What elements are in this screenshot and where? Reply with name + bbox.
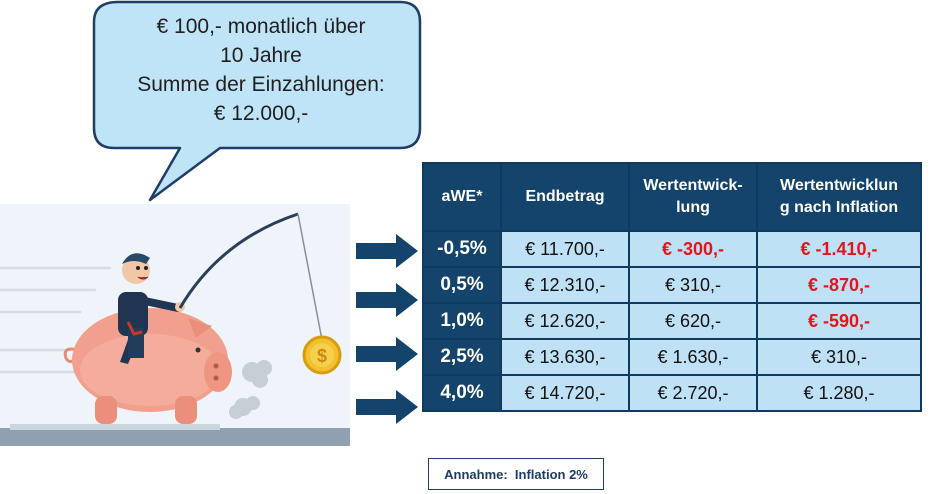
cell-wertentwicklung: € 310,- [628,266,758,304]
bubble-line-years: 10 Jahre [220,44,302,67]
right-arrow-icon [356,283,418,317]
cell-wertentwicklung: € -300,- [628,230,758,268]
header-endbetrag-label: Endbetrag [525,188,605,205]
header-wertentwicklung: Wertentwick- lung [628,162,758,232]
cell-nach-inflation: € -590,- [756,302,922,340]
cell-nach-inflation: € -870,- [756,266,922,304]
table-row: 4,0% € 14.720,- € 2.720,- € 1.280,- [422,374,922,412]
cell-wertentwicklung: € 1.630,- [628,338,758,376]
table-row: 0,5% € 12.310,- € 310,- € -870,- [422,266,922,304]
header-wertentwicklung-line1: Wertentwick- [643,177,743,194]
svg-text:$: $ [317,346,327,366]
savings-table: aWE* Endbetrag Wertentwick- lung Wertent… [422,162,922,412]
cell-awe: 0,5% [422,266,502,304]
cell-wertentwicklung: € 620,- [628,302,758,340]
table-header-row: aWE* Endbetrag Wertentwick- lung Wertent… [422,162,922,232]
cell-nach-inflation: € 310,- [756,338,922,376]
speech-bubble: € 100,- monatlich über 10 Jahre Summe de… [0,0,440,210]
bubble-text: € 100,- monatlich über 10 Jahre Summe de… [96,12,426,128]
inflation-assumption-note: Annahme: Inflation 2% [428,458,604,490]
right-arrow-icon [356,337,418,371]
bubble-line-monthly: € 100,- monatlich über [156,15,366,38]
cell-nach-inflation: € 1.280,- [756,374,922,412]
right-arrow-icon [356,390,418,424]
table-row: 2,5% € 13.630,- € 1.630,- € 310,- [422,338,922,376]
header-endbetrag: Endbetrag [500,162,630,232]
cell-awe: 2,5% [422,338,502,376]
cell-awe: -0,5% [422,230,502,268]
speech-bubble-shape [92,0,422,202]
cell-nach-inflation: € -1.410,- [756,230,922,268]
bubble-line-sum-value: € 12.000,- [213,102,309,125]
cell-awe: 4,0% [422,374,502,412]
header-nach-inflation-line2: g nach Inflation [779,199,899,216]
cell-wertentwicklung: € 2.720,- [628,374,758,412]
table-row: -0,5% € 11.700,- € -300,- € -1.410,- [422,230,922,268]
header-wertentwicklung-line2: lung [676,199,710,216]
bubble-line-sum-label: Summe der Einzahlungen: [137,73,385,96]
cell-endbetrag: € 12.620,- [500,302,630,340]
cell-endbetrag: € 14.720,- [500,374,630,412]
cell-endbetrag: € 11.700,- [500,230,630,268]
right-arrow-icon [356,234,418,268]
header-awe: aWE* [422,162,502,232]
header-nach-inflation: Wertentwicklun g nach Inflation [756,162,922,232]
cell-awe: 1,0% [422,302,502,340]
header-awe-label: aWE* [441,188,483,205]
cell-endbetrag: € 13.630,- [500,338,630,376]
cell-endbetrag: € 12.310,- [500,266,630,304]
header-nach-inflation-line1: Wertentwicklun [780,177,898,194]
table-row: 1,0% € 12.620,- € 620,- € -590,- [422,302,922,340]
piggy-bank-illustration: $ [0,200,360,450]
